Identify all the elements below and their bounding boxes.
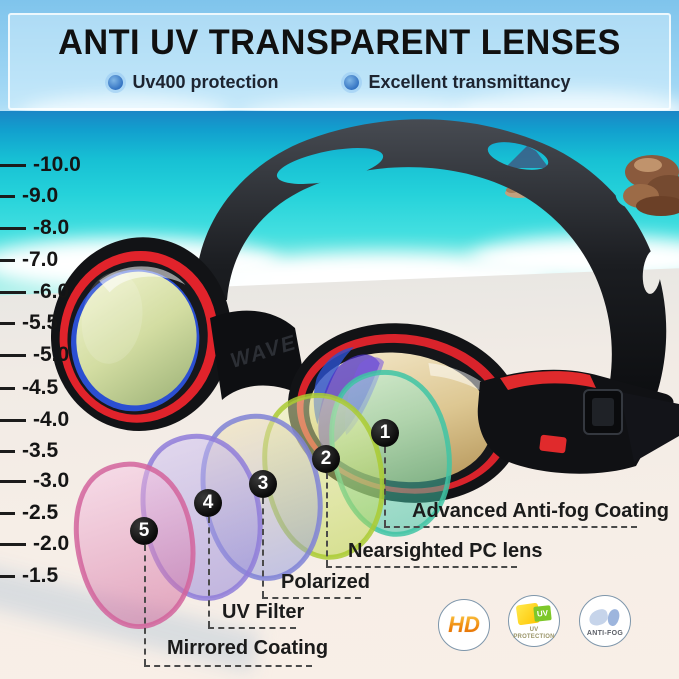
scale-tick-row: -2.5 <box>0 500 58 526</box>
tick-mark <box>0 353 26 357</box>
scale-tick-row: -4.0 <box>0 407 69 433</box>
red-tab <box>539 434 567 454</box>
uv-icon-green-square: UV <box>533 605 552 622</box>
scale-tick-row: -5.5 <box>0 310 58 336</box>
tick-mark <box>0 479 26 483</box>
scale-value: -5.5 <box>22 311 59 334</box>
scale-tick-row: -1.5 <box>0 563 58 589</box>
hd-badge: HD <box>438 599 490 651</box>
lens-layer-label-2: Nearsighted PC lens <box>348 540 543 562</box>
callout-line <box>208 517 210 627</box>
scale-tick-row: -10.0 <box>0 152 81 178</box>
tick-mark <box>0 542 26 546</box>
goggle-strap <box>195 119 667 445</box>
tick-mark <box>0 226 26 230</box>
lens-layer-label-1: Advanced Anti-fog Coating <box>412 500 670 522</box>
feature-bullet-transmittancy: Excellent transmittancy <box>344 72 571 93</box>
left-lens <box>76 271 197 406</box>
anti-fog-icon-shape <box>587 607 610 627</box>
scale-value: -3.5 <box>22 439 59 462</box>
scale-value: -7.0 <box>22 248 59 271</box>
lens-number-badge-1: 1 <box>371 419 399 447</box>
tick-mark <box>0 163 26 167</box>
tick-mark <box>0 511 15 515</box>
scale-value: -3.0 <box>33 469 70 492</box>
anti-fog-label: ANTI-FOG <box>586 629 624 637</box>
lens-number-badge-5: 5 <box>130 517 158 545</box>
header-banner: ANTI UV TRANSPARENT LENSES Uv400 protect… <box>8 13 671 110</box>
scale-value: -2.5 <box>22 501 59 524</box>
scale-tick-row: -6.0 <box>0 279 69 305</box>
tick-mark <box>0 194 15 198</box>
scale-tick-row: -7.0 <box>0 247 58 273</box>
anti-fog-icon <box>587 607 623 627</box>
feature-bullet-uv400: Uv400 protection <box>108 72 278 93</box>
scale-value: -10.0 <box>33 153 81 176</box>
scale-value: -6.0 <box>33 280 70 303</box>
bullet-label: Excellent transmittancy <box>368 72 571 92</box>
scale-value: -4.5 <box>22 376 59 399</box>
callout-line <box>326 566 517 568</box>
scale-tick-row: -8.0 <box>0 215 69 241</box>
lens-number-badge-3: 3 <box>249 470 277 498</box>
callout-line <box>326 473 328 566</box>
anti-fog-icon-shape <box>605 607 622 627</box>
red-accent-strip <box>500 371 596 390</box>
scale-value: -2.0 <box>33 532 70 555</box>
feature-bullets: Uv400 protection Excellent transmittancy <box>10 72 669 93</box>
callout-line <box>144 545 146 665</box>
anti-fog-badge: ANTI-FOG <box>579 595 631 647</box>
hd-label: HD <box>448 612 480 637</box>
callout-line <box>144 665 312 667</box>
scale-value: -1.5 <box>22 564 59 587</box>
scale-value: -8.0 <box>33 216 70 239</box>
bullet-dot-icon <box>344 75 360 90</box>
scale-value: -5.0 <box>33 343 70 366</box>
bullet-dot-icon <box>108 75 124 90</box>
lens-number-badge-2: 2 <box>312 445 340 473</box>
nose-bridge: WAVE <box>210 310 308 400</box>
scale-tick-row: -5.0 <box>0 342 69 368</box>
tick-mark <box>0 449 15 453</box>
callout-line <box>384 447 386 526</box>
tick-mark <box>0 290 26 294</box>
callout-line <box>262 597 361 599</box>
lens-number-badge-4: 4 <box>194 489 222 517</box>
bullet-label: Uv400 protection <box>132 72 279 92</box>
scale-tick-row: -4.5 <box>0 375 58 401</box>
left-eyepiece <box>50 237 232 432</box>
tick-mark <box>0 418 26 422</box>
tick-mark <box>0 386 15 390</box>
uv-sub-label: UV PROTECTION <box>513 627 555 640</box>
tick-mark <box>0 258 15 262</box>
side-buckle <box>477 369 679 474</box>
scale-tick-row: -3.0 <box>0 468 69 494</box>
callout-line <box>208 627 296 629</box>
scale-value: -4.0 <box>33 408 70 431</box>
callout-line <box>384 526 637 528</box>
strap-tail <box>620 392 679 462</box>
lens-layer-label-5: Mirrored Coating <box>167 637 329 659</box>
tick-mark <box>0 574 15 578</box>
scale-value: -9.0 <box>22 184 59 207</box>
scale-tick-row: -3.5 <box>0 438 58 464</box>
scale-tick-row: -2.0 <box>0 531 69 557</box>
uv-protection-badge: UV UV PROTECTION <box>508 595 560 647</box>
tick-mark <box>0 321 15 325</box>
scale-tick-row: -9.0 <box>0 183 58 209</box>
lens-layer-label-3: Polarized <box>281 571 370 593</box>
callout-line <box>262 498 264 597</box>
lens-layer-label-4: UV Filter <box>222 601 305 623</box>
uv-icon: UV <box>514 602 554 626</box>
page-title: ANTI UV TRANSPARENT LENSES <box>58 23 621 62</box>
